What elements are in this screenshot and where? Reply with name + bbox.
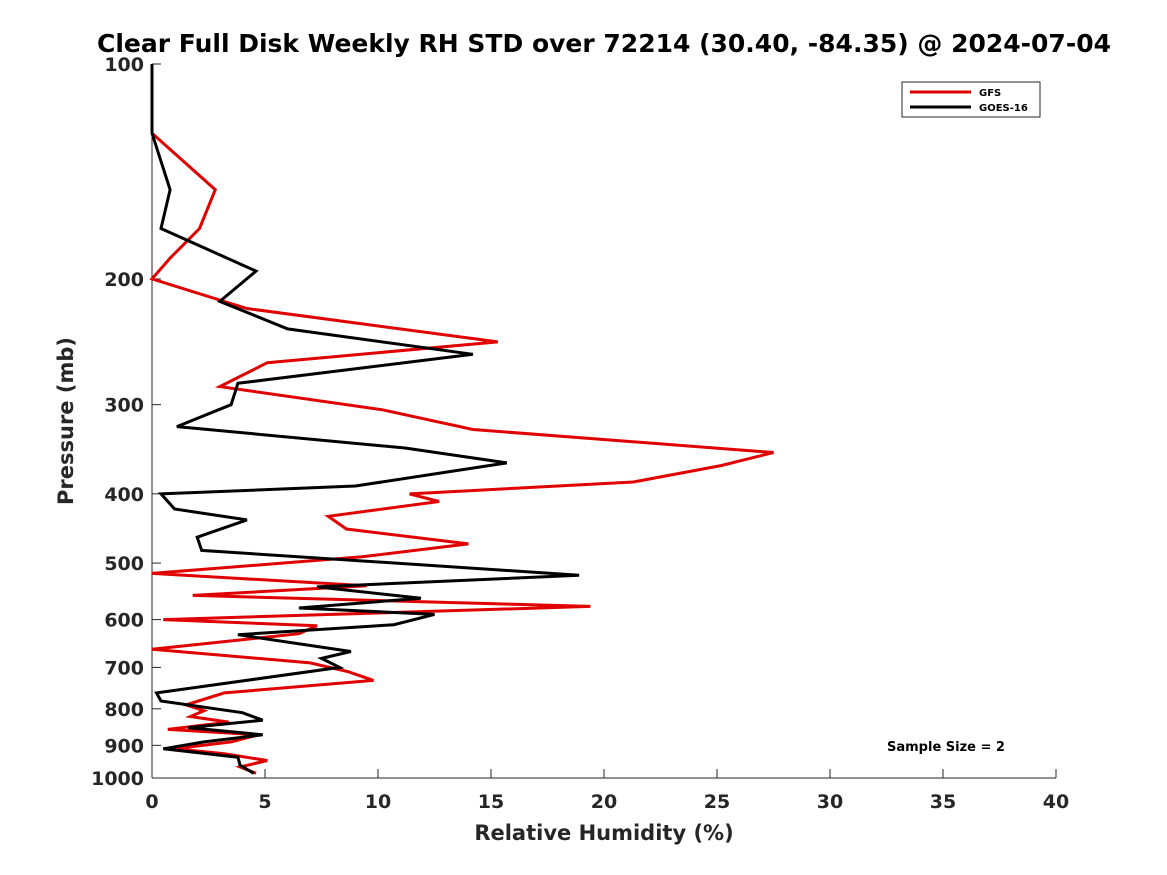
legend-box: [901, 81, 1041, 118]
legend-label-gfs: GFS: [979, 88, 1001, 99]
y-tick-label: 200: [104, 269, 144, 291]
y-tick-label: 400: [104, 484, 144, 506]
y-tick-label: 1000: [91, 768, 144, 790]
chart-title: Clear Full Disk Weekly RH STD over 72214…: [97, 29, 1111, 58]
x-ticks: 0 5 10 15 20 25 30 35 40: [145, 769, 1069, 813]
x-tick-label: 35: [930, 791, 956, 813]
series-line-goes-16: [150, 64, 580, 775]
legend: GFS GOES-16: [901, 81, 1041, 118]
x-tick-label: 30: [817, 791, 843, 813]
x-tick-label: 5: [258, 791, 271, 813]
plot-area: [151, 64, 1056, 779]
series-line-gfs: [149, 64, 774, 775]
y-tick-label: 100: [104, 54, 144, 76]
x-tick-label: 15: [478, 791, 504, 813]
x-tick-label: 0: [145, 791, 158, 813]
y-tick-label: 500: [104, 553, 144, 575]
y-axis-label: Pressure (mb): [54, 337, 78, 505]
x-tick-label: 25: [704, 791, 730, 813]
x-axis-label: Relative Humidity (%): [474, 821, 733, 845]
x-tick-label: 20: [591, 791, 617, 813]
legend-label-goes-16: GOES-16: [979, 103, 1028, 114]
y-tick-label: 700: [104, 657, 144, 679]
y-tick-label: 900: [104, 735, 144, 757]
series-lines: [149, 64, 774, 775]
y-tick-label: 800: [104, 699, 144, 721]
x-tick-label: 40: [1043, 791, 1069, 813]
sample-size-annotation: Sample Size = 2: [887, 740, 1005, 755]
y-tick-label: 600: [104, 610, 144, 632]
x-tick-label: 10: [365, 791, 391, 813]
y-tick-label: 300: [104, 395, 144, 417]
y-ticks: 100 200 300 400 500 600 700 800 900 1000: [91, 54, 161, 790]
